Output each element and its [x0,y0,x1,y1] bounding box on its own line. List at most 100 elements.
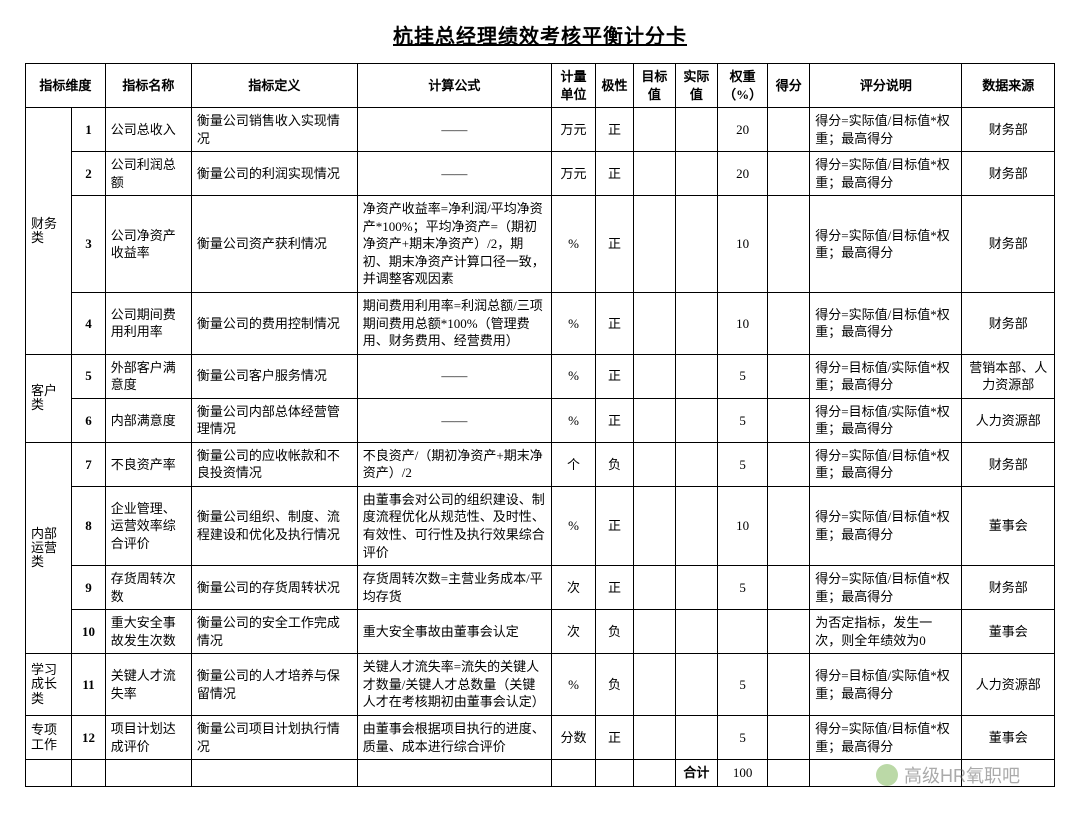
col-polarity: 极性 [596,64,634,108]
row-desc: 得分=目标值/实际值*权重；最高得分 [810,354,962,398]
row-def: 衡量公司资产获利情况 [191,196,357,293]
row-def: 衡量公司项目计划执行情况 [191,715,357,759]
row-formula: 关键人才流失率=流失的关键人才数量/关键人才总数量（关键人才在考核期初由董事会认… [357,654,551,716]
dim-learn: 学习成长类 [26,654,72,716]
table-row: 8 企业管理、运营效率综合评价 衡量公司组织、制度、流程建设和优化及执行情况 由… [26,486,1055,565]
row-scr [768,108,810,152]
row-idx: 6 [72,398,106,442]
row-src: 董事会 [962,715,1055,759]
row-name: 公司净资产收益率 [105,196,191,293]
table-row: 专项工作 12 项目计划达成评价 衡量公司项目计划执行情况 由董事会根据项目执行… [26,715,1055,759]
table-row: 6 内部满意度 衡量公司内部总体经营管理情况 —— % 正 5 得分=目标值/实… [26,398,1055,442]
row-idx: 9 [72,566,106,610]
row-tgt [633,108,675,152]
row-name: 存货周转次数 [105,566,191,610]
row-wt: 5 [717,566,767,610]
row-wt: 20 [717,108,767,152]
row-pol: 正 [596,293,634,355]
total-label: 合计 [675,760,717,787]
row-pol: 正 [596,152,634,196]
row-pol: 负 [596,654,634,716]
row-unit: % [552,293,596,355]
row-formula: —— [357,398,551,442]
row-src: 财务部 [962,293,1055,355]
row-idx: 11 [72,654,106,716]
header-row: 指标维度 指标名称 指标定义 计算公式 计量单位 极性 目标值 实际值 权重（%… [26,64,1055,108]
row-unit: 分数 [552,715,596,759]
row-idx: 7 [72,442,106,486]
dim-fin: 财务类 [26,108,72,355]
col-formula: 计算公式 [357,64,551,108]
row-wt: 20 [717,152,767,196]
row-src: 财务部 [962,442,1055,486]
row-desc: 得分=实际值/目标值*权重；最高得分 [810,108,962,152]
row-formula: 期间费用利用率=利润总额/三项期间费用总额*100%（管理费用、财务费用、经营费… [357,293,551,355]
row-formula: 重大安全事故由董事会认定 [357,610,551,654]
col-def: 指标定义 [191,64,357,108]
row-idx: 5 [72,354,106,398]
row-src: 财务部 [962,108,1055,152]
row-unit: % [552,398,596,442]
row-pol: 正 [596,486,634,565]
row-name: 内部满意度 [105,398,191,442]
row-name: 公司利润总额 [105,152,191,196]
row-wt: 5 [717,354,767,398]
row-formula: 存货周转次数=主营业务成本/平均存货 [357,566,551,610]
row-unit: % [552,654,596,716]
row-name: 项目计划达成评价 [105,715,191,759]
row-wt: 10 [717,486,767,565]
row-src: 人力资源部 [962,398,1055,442]
row-unit: % [552,196,596,293]
row-act [675,108,717,152]
col-name: 指标名称 [105,64,191,108]
row-pol: 正 [596,354,634,398]
row-wt: 5 [717,442,767,486]
row-wt [717,610,767,654]
row-formula: 净资产收益率=净利润/平均净资产*100%；平均净资产=（期初净资产+期末净资产… [357,196,551,293]
scorecard-table: 指标维度 指标名称 指标定义 计算公式 计量单位 极性 目标值 实际值 权重（%… [25,63,1055,787]
row-wt: 5 [717,654,767,716]
row-desc: 得分=目标值/实际值*权重；最高得分 [810,398,962,442]
row-idx: 4 [72,293,106,355]
row-def: 衡量公司的利润实现情况 [191,152,357,196]
table-row: 财务类 1 公司总收入 衡量公司销售收入实现情况 —— 万元 正 20 得分=实… [26,108,1055,152]
row-unit: % [552,486,596,565]
row-def: 衡量公司客户服务情况 [191,354,357,398]
row-formula: —— [357,354,551,398]
row-desc: 为否定指标，发生一次，则全年绩效为0 [810,610,962,654]
dim-spec: 专项工作 [26,715,72,759]
row-pol: 正 [596,108,634,152]
row-idx: 8 [72,486,106,565]
row-desc: 得分=实际值/目标值*权重；最高得分 [810,196,962,293]
row-pol: 正 [596,566,634,610]
row-formula: 由董事会根据项目执行的进度、质量、成本进行综合评价 [357,715,551,759]
row-src: 财务部 [962,566,1055,610]
row-def: 衡量公司组织、制度、流程建设和优化及执行情况 [191,486,357,565]
row-src: 财务部 [962,196,1055,293]
total-row: 合计 100 [26,760,1055,787]
row-def: 衡量公司的存货周转状况 [191,566,357,610]
row-def: 衡量公司的费用控制情况 [191,293,357,355]
table-row: 3 公司净资产收益率 衡量公司资产获利情况 净资产收益率=净利润/平均净资产*1… [26,196,1055,293]
table-row: 4 公司期间费用利用率 衡量公司的费用控制情况 期间费用利用率=利润总额/三项期… [26,293,1055,355]
row-def: 衡量公司销售收入实现情况 [191,108,357,152]
row-desc: 得分=目标值/实际值*权重；最高得分 [810,654,962,716]
row-idx: 10 [72,610,106,654]
row-formula: 由董事会对公司的组织建设、制度流程优化从规范性、及时性、有效性、可行性及执行效果… [357,486,551,565]
table-row: 10 重大安全事故发生次数 衡量公司的安全工作完成情况 重大安全事故由董事会认定… [26,610,1055,654]
row-def: 衡量公司内部总体经营管理情况 [191,398,357,442]
row-unit: % [552,354,596,398]
row-desc: 得分=实际值/目标值*权重；最高得分 [810,566,962,610]
row-desc: 得分=实际值/目标值*权重；最高得分 [810,715,962,759]
row-pol: 正 [596,398,634,442]
row-pol: 负 [596,442,634,486]
table-row: 2 公司利润总额 衡量公司的利润实现情况 —— 万元 正 20 得分=实际值/目… [26,152,1055,196]
row-name: 关键人才流失率 [105,654,191,716]
row-idx: 1 [72,108,106,152]
row-wt: 5 [717,715,767,759]
col-source: 数据来源 [962,64,1055,108]
row-desc: 得分=实际值/目标值*权重；最高得分 [810,442,962,486]
page-title: 杭挂总经理绩效考核平衡计分卡 [25,20,1055,49]
row-pol: 正 [596,196,634,293]
row-idx: 12 [72,715,106,759]
